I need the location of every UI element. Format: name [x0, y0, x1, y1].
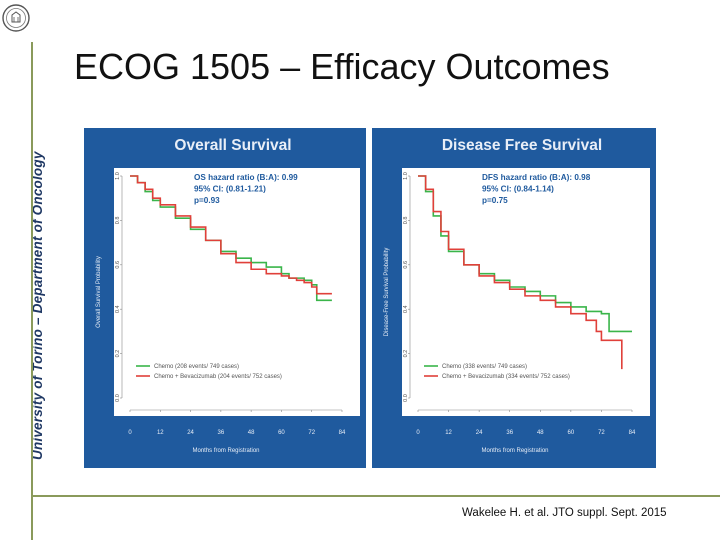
- university-seal-icon: [2, 4, 30, 32]
- x-tick-label: 0: [128, 430, 132, 436]
- hazard-annotation-line: OS hazard ratio (B:A): 0.99: [194, 173, 298, 182]
- x-axis-label: Months from Registration: [192, 448, 259, 454]
- y-tick-label: 0.8: [115, 217, 121, 225]
- legend-entry: Chemo + Bevacizumab (334 events/ 752 cas…: [442, 374, 570, 380]
- x-tick-label: 84: [629, 430, 636, 436]
- y-tick-label: 0.0: [115, 394, 121, 402]
- x-tick-label: 48: [248, 430, 255, 436]
- x-tick-label: 24: [476, 430, 483, 436]
- y-tick-label: 0.4: [403, 305, 409, 313]
- x-tick-label: 0: [416, 430, 420, 436]
- y-tick-label: 0.0: [403, 394, 409, 402]
- y-tick-label: 0.2: [403, 350, 409, 358]
- y-tick-label: 0.8: [403, 217, 409, 225]
- y-axis-label: Overall Survival Probability: [96, 256, 102, 328]
- hazard-annotation-line: 95% CI: (0.81-1.21): [194, 185, 266, 194]
- y-axis-label: Disease-Free Survival Probability: [384, 248, 390, 337]
- x-axis-label: Months from Registration: [481, 448, 548, 454]
- citation: Wakelee H. et al. JTO suppl. Sept. 2015: [462, 507, 667, 519]
- x-tick-label: 36: [218, 430, 225, 436]
- series-line-1: [418, 175, 623, 370]
- y-tick-label: 1.0: [115, 172, 121, 180]
- y-tick-label: 0.6: [403, 261, 409, 269]
- hazard-annotation-line: p=0.75: [482, 196, 508, 205]
- sidebar: University of Torino – Department of Onc…: [0, 0, 45, 540]
- x-tick-label: 60: [568, 430, 575, 436]
- slide-title: ECOG 1505 – Efficacy Outcomes: [74, 46, 610, 87]
- sidebar-divider: [31, 42, 33, 540]
- y-tick-label: 0.4: [115, 305, 121, 313]
- y-tick-label: 0.2: [115, 350, 121, 358]
- series-line-1: [130, 175, 332, 295]
- x-tick-label: 12: [157, 430, 164, 436]
- x-tick-label: 36: [506, 430, 513, 436]
- hazard-annotation-line: DFS hazard ratio (B:A): 0.98: [482, 173, 591, 182]
- university-department-label: University of Torino – Department of Onc…: [30, 151, 45, 460]
- plot-area: [114, 168, 360, 416]
- x-tick-label: 24: [187, 430, 194, 436]
- legend-entry: Chemo (208 events/ 749 cases): [154, 364, 239, 370]
- footer-divider: [31, 495, 720, 497]
- x-tick-label: 48: [537, 430, 544, 436]
- hazard-annotation-line: p=0.93: [194, 196, 220, 205]
- overall-survival-chart: Overall Survival 0.0 0.2 0.4 0.6 0.8 1.0 0 12 24 3…: [84, 128, 366, 468]
- hazard-annotation-line: 95% CI: (0.84-1.14): [482, 185, 554, 194]
- chart-title: Overall Survival: [174, 137, 291, 154]
- legend-entry: Chemo + Bevacizumab (204 events/ 752 cas…: [154, 374, 282, 380]
- x-tick-label: 60: [278, 430, 285, 436]
- x-tick-label: 72: [598, 430, 605, 436]
- chart-title: Disease Free Survival: [442, 137, 602, 154]
- x-tick-label: 12: [445, 430, 452, 436]
- x-tick-label: 72: [308, 430, 315, 436]
- legend-entry: Chemo (338 events/ 749 cases): [442, 364, 527, 370]
- disease-free-survival-chart: Disease Free Survival 0.0 0.2 0.4 0.6 0.8 1.0 0…: [372, 128, 656, 468]
- y-tick-label: 1.0: [403, 172, 409, 180]
- y-tick-label: 0.6: [115, 261, 121, 269]
- x-tick-label: 84: [339, 430, 346, 436]
